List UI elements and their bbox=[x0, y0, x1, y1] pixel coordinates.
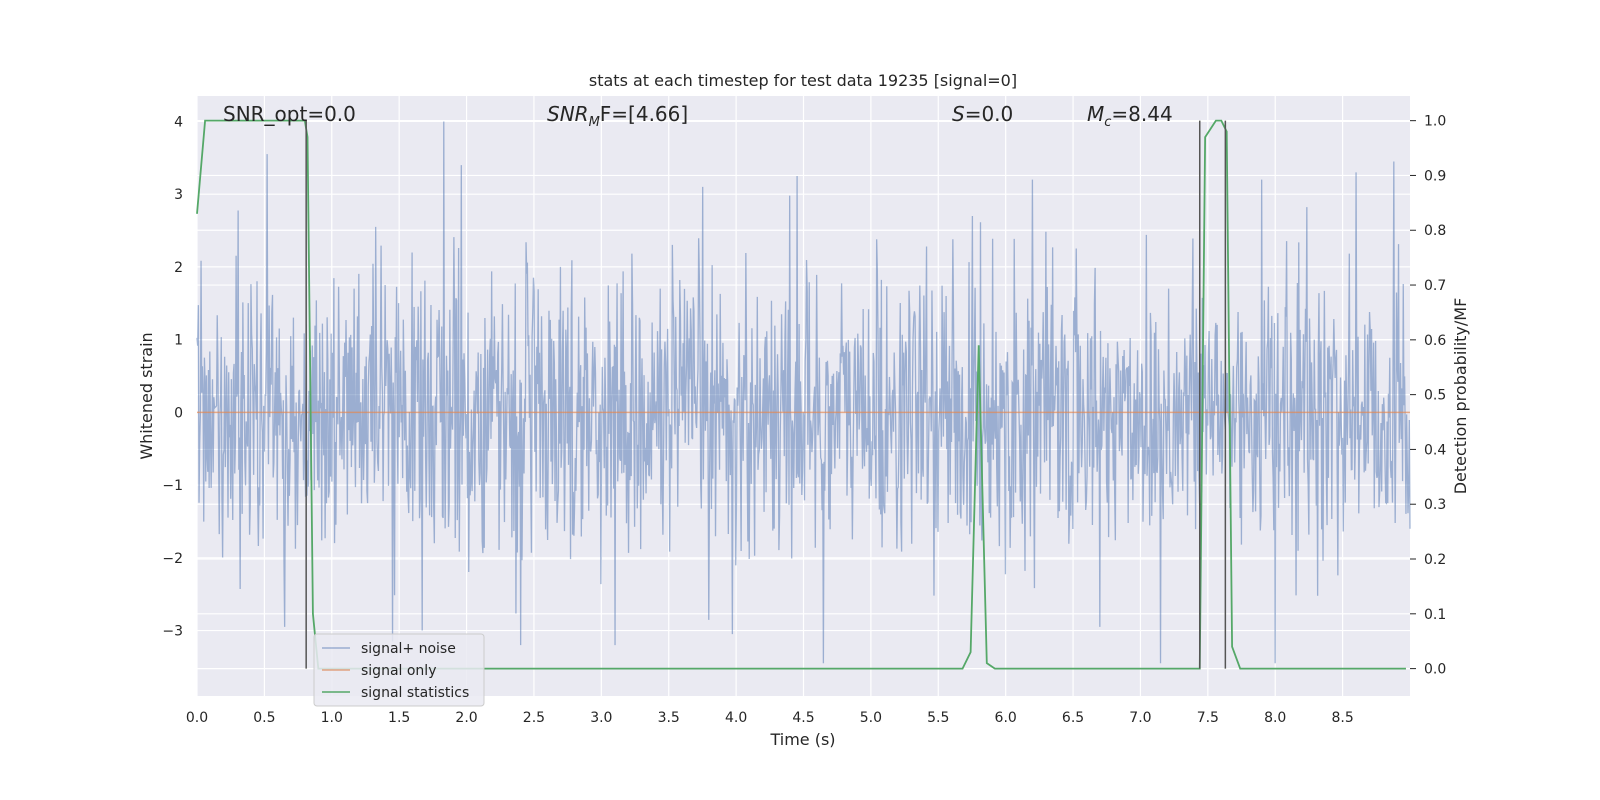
x-tick-label-5: 2.5 bbox=[523, 710, 545, 726]
y-right-tick-label-9: 0.1 bbox=[1424, 607, 1446, 623]
y-tick-label-3: 1 bbox=[174, 333, 183, 349]
y-axis-label: Whitened strain bbox=[137, 332, 156, 459]
signal-statistics-line bbox=[196, 119, 1406, 670]
x-tick-label-12: 6.0 bbox=[995, 710, 1017, 726]
x-tick-label-7: 3.5 bbox=[658, 710, 680, 726]
y-right-tick-label-3: 0.7 bbox=[1424, 278, 1446, 294]
y-right-tick-label-0: 1.0 bbox=[1424, 114, 1446, 130]
x-tick-label-11: 5.5 bbox=[927, 710, 949, 726]
legend-box bbox=[313, 633, 485, 707]
x-tick-label-8: 4.0 bbox=[725, 710, 747, 726]
chart-title: stats at each timestep for test data 192… bbox=[589, 71, 1017, 90]
series-signal-noise bbox=[196, 121, 1411, 664]
x-tick-label-3: 1.5 bbox=[388, 710, 410, 726]
y-tick-label-2: 2 bbox=[174, 260, 183, 276]
y-tick-label-5: −1 bbox=[162, 478, 183, 494]
annotation-s-main: S bbox=[952, 102, 965, 126]
y-right-tick-label-2: 0.8 bbox=[1424, 223, 1446, 239]
annotation-s-rest: =0.0 bbox=[965, 102, 1014, 126]
x-tick-label-1: 0.5 bbox=[253, 710, 275, 726]
annotation-snr-opt: SNR_opt=0.0 bbox=[223, 102, 356, 126]
signal-noise-line bbox=[196, 121, 1411, 664]
x-tick-label-10: 5.0 bbox=[860, 710, 882, 726]
annotation-snr-mf-rest: F=[4.66] bbox=[600, 102, 688, 126]
y-right-tick-label-6: 0.4 bbox=[1424, 442, 1446, 458]
y-tick-label-4: 0 bbox=[174, 405, 183, 421]
y-right-tick-label-8: 0.2 bbox=[1424, 552, 1446, 568]
x-tick-label-13: 6.5 bbox=[1062, 710, 1084, 726]
vertical-markers bbox=[305, 120, 1227, 669]
axis-ticks: 0.0 0.5 1.0 1.5 2.0 2.5 3.0 3.5 4.0 4.5 5.0 5.5 6.0 6… bbox=[162, 114, 1446, 726]
annotation-snr-mf: SNRMF=[4.66] bbox=[547, 102, 688, 130]
series-signal-statistics bbox=[196, 119, 1406, 670]
y-tick-label-0: 4 bbox=[174, 114, 183, 130]
annotation-snr-mf-sub: M bbox=[589, 115, 600, 130]
annotation-mc: Mc=8.44 bbox=[1087, 102, 1173, 130]
grid bbox=[196, 96, 1410, 696]
annotation-snr-mf-main: SNR bbox=[547, 102, 589, 126]
x-tick-label-9: 4.5 bbox=[792, 710, 814, 726]
legend: signal+ noise signal only signal statist… bbox=[313, 633, 485, 707]
y-tick-label-1: 3 bbox=[174, 187, 183, 203]
x-tick-label-14: 7.0 bbox=[1129, 710, 1151, 726]
y-right-tick-label-1: 0.9 bbox=[1424, 168, 1446, 184]
x-tick-label-16: 8.0 bbox=[1264, 710, 1286, 726]
x-tick-label-15: 7.5 bbox=[1197, 710, 1219, 726]
y-right-tick-label-7: 0.3 bbox=[1424, 497, 1446, 513]
x-axis-label: Time (s) bbox=[769, 730, 835, 749]
y-right-tick-label-4: 0.6 bbox=[1424, 333, 1446, 349]
annotation-mc-sub: c bbox=[1104, 115, 1111, 130]
legend-label-signal-statistics: signal statistics bbox=[361, 685, 469, 701]
x-tick-label-4: 2.0 bbox=[455, 710, 477, 726]
y-right-tick-label-5: 0.5 bbox=[1424, 388, 1446, 404]
annotation-mc-rest: =8.44 bbox=[1111, 102, 1172, 126]
annotation-s: S=0.0 bbox=[952, 102, 1013, 126]
x-tick-label-2: 1.0 bbox=[321, 710, 343, 726]
y-axis-label-right: Detection probability/MF bbox=[1451, 298, 1470, 495]
annotation-mc-main: M bbox=[1087, 102, 1104, 126]
x-tick-label-0: 0.0 bbox=[186, 710, 208, 726]
legend-label-signal-noise: signal+ noise bbox=[361, 641, 456, 657]
y-tick-label-7: −3 bbox=[162, 624, 183, 640]
y-right-tick-label-10: 0.0 bbox=[1424, 662, 1446, 678]
legend-label-signal-only: signal only bbox=[361, 663, 436, 679]
x-tick-label-6: 3.0 bbox=[590, 710, 612, 726]
y-tick-label-6: −2 bbox=[162, 551, 183, 567]
x-tick-label-17: 8.5 bbox=[1331, 710, 1353, 726]
